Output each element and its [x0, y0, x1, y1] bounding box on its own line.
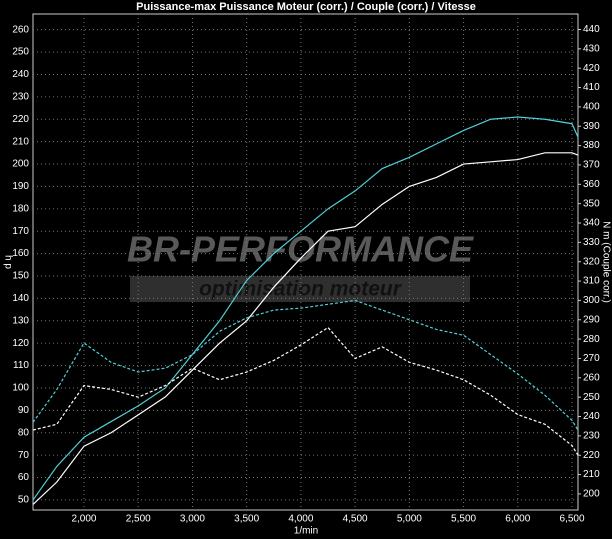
chart-title: Puissance-max Puissance Moteur (corr.) /… [136, 1, 476, 13]
y2-axis-label: N m (Couple corr.) [600, 221, 611, 303]
y-tick-label: 140 [12, 293, 29, 304]
y-tick-label: 50 [18, 495, 30, 506]
y2-tick-label: 250 [583, 392, 600, 403]
x-tick-label: 5,000 [397, 514, 422, 525]
y-tick-label: 260 [12, 24, 29, 35]
y2-tick-label: 210 [583, 469, 600, 480]
y2-tick-label: 320 [583, 256, 600, 267]
y-tick-label: 250 [12, 47, 29, 58]
y2-tick-label: 400 [583, 102, 600, 113]
y-tick-label: 60 [18, 472, 30, 483]
series-line [32, 326, 579, 456]
y2-tick-label: 240 [583, 411, 600, 422]
y-tick-label: 110 [13, 360, 29, 371]
y-tick-label: 220 [12, 114, 29, 125]
y-tick-label: 200 [12, 159, 29, 170]
y-tick-label: 170 [12, 226, 29, 237]
x-tick-label: 6,000 [505, 514, 530, 525]
series-line [32, 299, 579, 431]
x-tick-label: 5,500 [451, 514, 476, 525]
y2-tick-label: 220 [583, 450, 600, 461]
x-tick-label: 4,500 [343, 514, 368, 525]
y2-tick-label: 260 [583, 372, 600, 383]
y2-tick-label: 410 [583, 82, 600, 93]
y2-tick-label: 280 [583, 334, 600, 345]
y-tick-label: 240 [12, 69, 29, 80]
y-tick-label: 190 [12, 181, 29, 192]
y2-tick-label: 290 [583, 314, 600, 325]
y2-tick-label: 430 [583, 43, 600, 54]
watermark-sub: optimisation moteur [199, 278, 403, 301]
y-tick-label: 120 [12, 338, 29, 349]
y-tick-label: 160 [12, 248, 29, 259]
series-line [32, 116, 579, 501]
x-tick-label: 2,000 [71, 514, 96, 525]
y-axis-label: h p [2, 255, 13, 269]
y-tick-label: 210 [12, 136, 29, 147]
y2-tick-label: 390 [583, 121, 600, 132]
x-tick-label: 3,000 [180, 514, 205, 525]
x-tick-label: 3,500 [234, 514, 259, 525]
y2-tick-label: 420 [583, 63, 600, 74]
x-tick-label: 4,000 [288, 514, 313, 525]
y2-tick-label: 230 [583, 431, 600, 442]
y-tick-label: 100 [12, 383, 29, 394]
x-axis-label: 1/min [294, 526, 318, 537]
y2-tick-label: 270 [583, 353, 600, 364]
x-tick-label: 2,500 [126, 514, 151, 525]
y2-tick-label: 340 [583, 218, 600, 229]
y2-tick-label: 310 [583, 276, 600, 287]
y-tick-label: 180 [12, 203, 29, 214]
y2-tick-label: 330 [583, 237, 600, 248]
y2-tick-label: 370 [583, 160, 600, 171]
y2-tick-label: 380 [583, 140, 600, 151]
y-tick-label: 130 [12, 315, 29, 326]
y-tick-label: 150 [12, 271, 29, 282]
y2-tick-label: 360 [583, 179, 600, 190]
y-tick-label: 90 [18, 405, 30, 416]
series-line [32, 152, 579, 505]
y-tick-label: 230 [12, 91, 29, 102]
y2-tick-label: 200 [583, 489, 600, 500]
y2-tick-label: 350 [583, 198, 600, 209]
y-tick-label: 80 [18, 427, 30, 438]
x-tick-label: 6,500 [560, 514, 585, 525]
y2-tick-label: 300 [583, 295, 600, 306]
y-tick-label: 70 [18, 450, 30, 461]
y2-tick-label: 440 [583, 24, 600, 35]
watermark-band [130, 276, 470, 302]
